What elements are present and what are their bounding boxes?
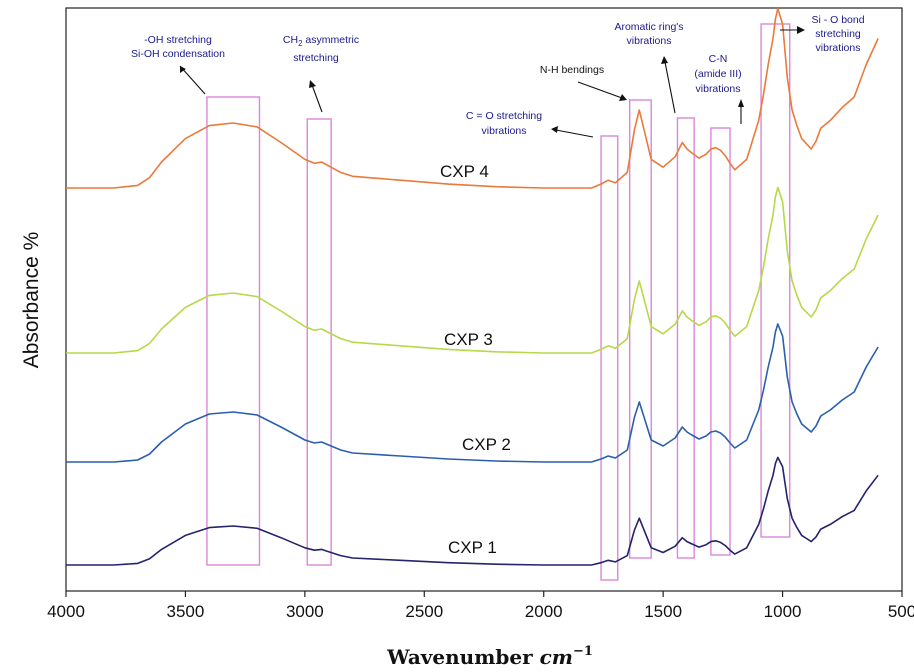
y-axis-title: Absorbance % xyxy=(20,232,43,369)
annot-nh-label: N-H bendings xyxy=(540,64,604,76)
annot-sio-line3: vibrations xyxy=(816,42,861,54)
annot-co-line1: C = O stretching xyxy=(466,110,542,122)
annot-arom-arrowhead xyxy=(661,56,668,64)
highlight-bands xyxy=(206,23,791,581)
series-label-cxp1: CXP 1 xyxy=(448,538,497,557)
annot-cn-line3: vibrations xyxy=(696,83,741,95)
x-axis-title-unit: cm xyxy=(540,645,573,669)
annot-ch2-arrowhead xyxy=(309,80,316,88)
annot-arom-line2: vibrations xyxy=(627,35,672,47)
annot-sio-line1: Si - O bond xyxy=(811,14,864,26)
annot-ch2-rest: asymmetric xyxy=(303,34,360,46)
x-axis-ticks: 4000 3500 3000 2500 2000 1500 1000 500 xyxy=(47,591,914,621)
highlight-band xyxy=(710,127,731,556)
annot-sio-line2: stretching xyxy=(815,28,861,40)
annot-oh-line2: Si-OH condensation xyxy=(131,48,225,60)
annot-oh-line1: -OH stretching xyxy=(144,34,212,46)
annotation-oh: -OH stretching Si-OH condensation xyxy=(131,34,225,95)
series-line-cxp3 xyxy=(66,186,879,354)
x-axis-title-exp: −1 xyxy=(573,644,593,659)
annot-arom-arrow xyxy=(664,61,676,114)
annot-cn-arrowhead xyxy=(738,99,744,107)
highlight-band xyxy=(760,23,791,538)
annot-ch2-arrow xyxy=(311,84,323,113)
highlight-band xyxy=(629,99,652,559)
series-line-cxp4 xyxy=(66,7,879,189)
highlight-band xyxy=(306,118,332,566)
series-line-cxp2 xyxy=(66,323,879,463)
x-tick-label: 2500 xyxy=(405,602,443,621)
x-tick-label: 500 xyxy=(888,602,914,621)
x-axis-title-main: Wavenumber xyxy=(386,645,533,669)
annot-cn-line2: (amide III) xyxy=(694,68,741,80)
highlight-band xyxy=(676,117,695,559)
annot-arom-line1: Aromatic ring's xyxy=(614,21,683,33)
annot-ch2-main: CH xyxy=(283,34,298,46)
annot-oh-arrowhead xyxy=(180,66,186,73)
annotation-aromatic: Aromatic ring's vibrations xyxy=(614,21,684,114)
annotation-ch2: CH2 asymmetric stretching xyxy=(283,34,359,113)
series-label-cxp2: CXP 2 xyxy=(462,435,511,454)
annot-oh-arrow xyxy=(179,65,206,95)
annot-co-arrowhead xyxy=(551,126,558,133)
highlight-band xyxy=(600,135,619,581)
annot-ch2-line2: stretching xyxy=(293,52,339,64)
annot-cn-line1: C-N xyxy=(709,53,728,65)
annot-nh-arrow xyxy=(577,81,623,99)
highlight-band xyxy=(206,96,261,566)
annot-ch2-sub: 2 xyxy=(298,39,303,48)
x-tick-label: 1000 xyxy=(764,602,802,621)
x-tick-label: 3500 xyxy=(167,602,205,621)
x-tick-label: 2000 xyxy=(525,602,563,621)
x-tick-label: 3000 xyxy=(286,602,324,621)
plot-frame xyxy=(65,7,903,592)
series-lines xyxy=(66,7,879,566)
x-tick-label: 1500 xyxy=(644,602,682,621)
annot-sio-arrowhead xyxy=(797,26,805,34)
annot-nh-arrowhead xyxy=(619,94,627,101)
x-axis-title: Wavenumber cm−1 xyxy=(386,644,593,669)
annot-co-line2: vibrations xyxy=(482,125,527,137)
x-tick-label: 4000 xyxy=(47,602,85,621)
annotation-cn: C-N (amide III) vibrations xyxy=(694,53,744,124)
series-line-cxp1 xyxy=(66,456,879,566)
series-label-cxp3: CXP 3 xyxy=(444,330,493,349)
series-label-cxp4: CXP 4 xyxy=(440,162,489,181)
annotation-sio: Si - O bond stretching vibrations xyxy=(780,14,865,54)
annotation-co: C = O stretching vibrations xyxy=(466,110,594,138)
annot-co-arrow xyxy=(555,129,594,138)
annot-ch2-line1: CH2 asymmetric xyxy=(283,34,359,48)
annotation-nh: N-H bendings xyxy=(540,64,627,101)
